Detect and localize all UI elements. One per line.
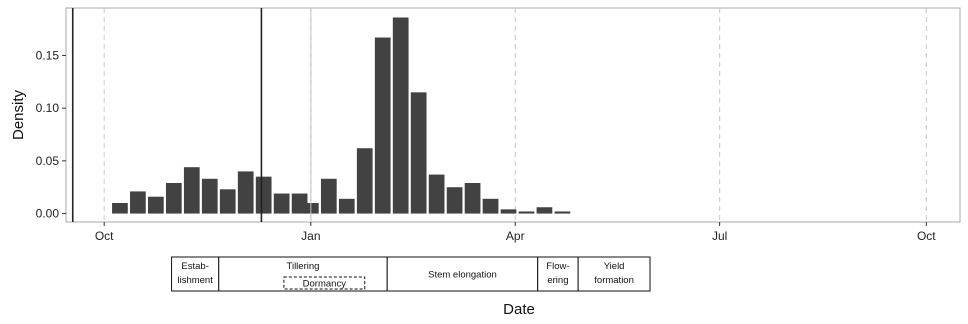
density-bar (147, 196, 164, 214)
density-bar (464, 183, 481, 214)
growth-stage-bar: Estab-lishment Tillering Stem elongation Fl… (171, 256, 651, 292)
stage-label: Estab- (181, 261, 208, 272)
stage-label: ering (547, 275, 568, 286)
x-tick-label: Jan (301, 229, 320, 243)
stage-box (386, 256, 539, 292)
stage-label: Flow- (546, 261, 569, 272)
density-bar (500, 209, 517, 214)
stage-label: Yield (604, 261, 625, 272)
x-axis: Oct Jan Apr Jul Oct (95, 222, 936, 243)
y-tick-label: 0.00 (36, 207, 60, 221)
density-bar (273, 193, 290, 214)
x-tick-label: Apr (506, 229, 525, 243)
plot-panel-border (65, 7, 961, 223)
y-axis: 0.00 0.05 0.10 0.15 (36, 48, 66, 221)
x-tick-label: Oct (917, 229, 936, 243)
density-bar (165, 183, 182, 214)
stage-label: formation (594, 275, 634, 286)
y-axis-title: Density (10, 89, 27, 140)
density-bar (130, 191, 146, 214)
x-tick-label: Jul (712, 229, 727, 243)
density-bar (255, 176, 272, 214)
density-bar (356, 148, 373, 214)
density-bar (338, 198, 355, 214)
y-tick-label: 0.10 (36, 101, 60, 115)
density-bar (536, 207, 553, 214)
stage-box (577, 256, 651, 292)
density-bar (201, 178, 218, 214)
density-bar (183, 167, 200, 214)
x-axis-title: Date (503, 301, 535, 318)
y-tick-label: 0.05 (36, 154, 60, 168)
density-bar (392, 17, 409, 214)
density-bar (374, 37, 391, 214)
density-bar (554, 211, 571, 214)
density-bar (320, 178, 337, 214)
stage-label: Stem elongation (428, 270, 497, 281)
x-tick-label: Oct (95, 229, 114, 243)
density-bar (237, 171, 254, 214)
density-bar (446, 187, 463, 214)
dormancy-label: Dormancy (303, 279, 347, 290)
stage-label: Tillering (287, 261, 320, 272)
plot-area (65, 7, 961, 223)
dormancy-box (283, 276, 366, 290)
density-bar (482, 198, 499, 214)
stage-label: lishment (177, 275, 213, 286)
density-bar (219, 189, 236, 214)
density-bar (518, 211, 535, 214)
density-bar (428, 174, 445, 214)
y-tick-label: 0.15 (36, 48, 60, 62)
density-bar (410, 92, 427, 214)
density-bar (112, 203, 128, 214)
